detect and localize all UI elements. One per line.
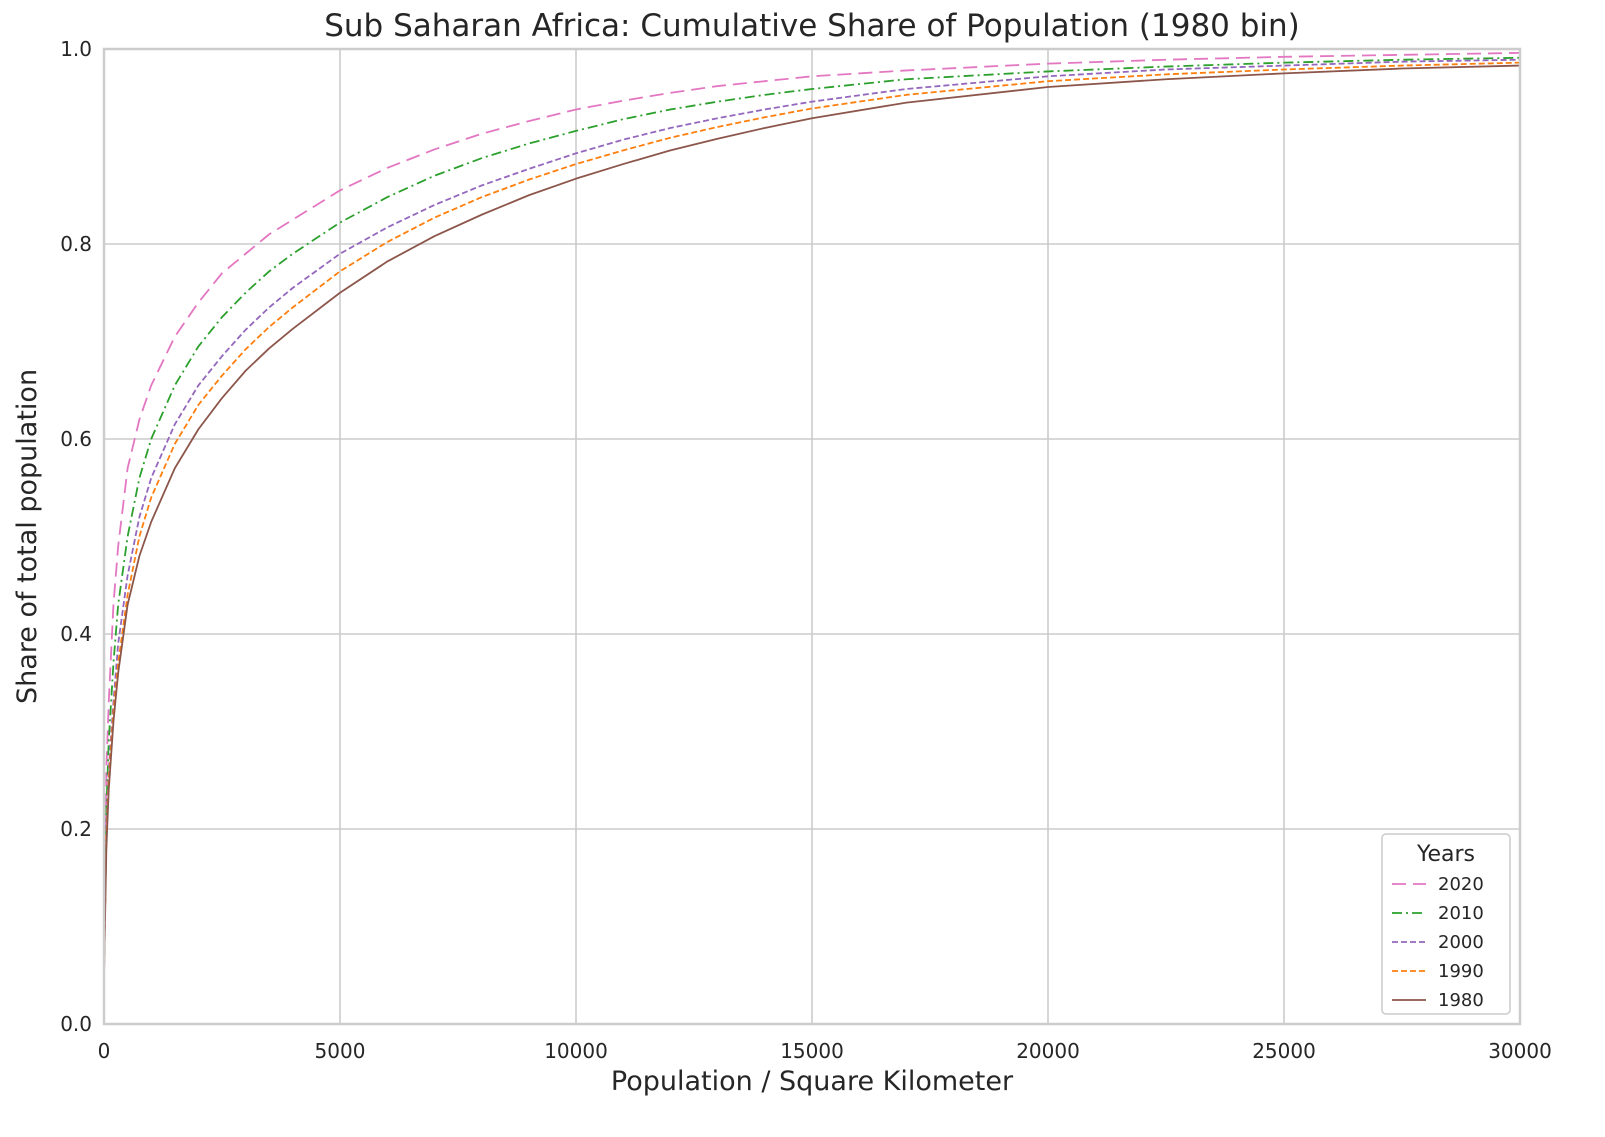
series-line-2010	[103, 56, 1521, 976]
y-tick-label: 0.4	[60, 622, 92, 646]
x-tick-label: 25000	[1252, 1039, 1316, 1063]
legend-items: 2020 2010 2000 1990 1980	[1392, 874, 1484, 1011]
legend-label-2000: 2000	[1438, 932, 1484, 953]
series-lines	[103, 52, 1521, 976]
x-tick-label: 20000	[1016, 1039, 1080, 1063]
x-tick-label: 5000	[315, 1039, 366, 1063]
series-line-2000	[103, 58, 1521, 976]
legend: Years 2020 2010 2000 1990 1980	[1381, 833, 1511, 1015]
legend-title: Years	[1416, 842, 1475, 867]
y-tick-label: 0.0	[60, 1012, 92, 1036]
legend-box	[1381, 833, 1511, 1015]
chart-title: Sub Saharan Africa: Cumulative Share of …	[324, 8, 1300, 44]
legend-label-2010: 2010	[1438, 903, 1484, 924]
x-tick-label: 15000	[780, 1039, 844, 1063]
y-tick-label: 0.2	[60, 817, 92, 841]
y-axis-label: Share of total population	[12, 369, 43, 704]
x-axis-label: Population / Square Kilometer	[611, 1066, 1014, 1097]
y-tick-label: 1.0	[60, 37, 92, 61]
x-tick-label: 30000	[1488, 1039, 1552, 1063]
plot-frame	[102, 47, 1522, 1026]
y-tick-labels: 0.0 0.2 0.4 0.6 0.8 1.0	[60, 37, 92, 1036]
x-tick-labels: 0 5000 10000 15000 20000 25000 30000	[98, 1039, 1552, 1063]
series-line-1990	[103, 61, 1521, 976]
y-tick-label: 0.6	[60, 427, 92, 451]
legend-label-1980: 1980	[1438, 990, 1484, 1011]
series-line-1980	[103, 64, 1521, 976]
series-line-2020	[103, 52, 1521, 976]
x-tick-label: 0	[98, 1039, 111, 1063]
x-tick-label: 10000	[544, 1039, 608, 1063]
y-tick-label: 0.8	[60, 232, 92, 256]
legend-label-2020: 2020	[1438, 874, 1484, 895]
legend-label-1990: 1990	[1438, 961, 1484, 982]
